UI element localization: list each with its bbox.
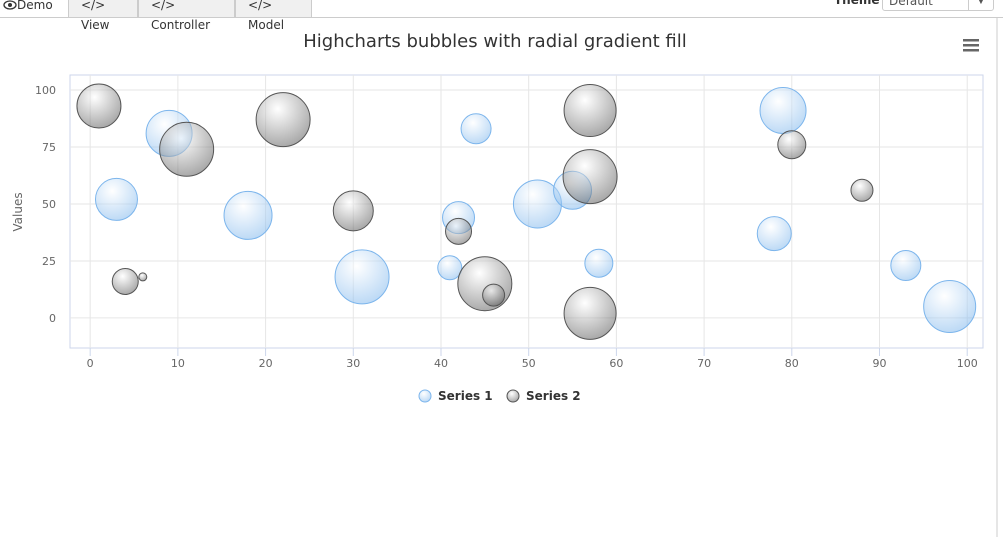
y-tick-label: 75: [42, 141, 56, 154]
legend-symbol: [418, 389, 432, 403]
tab-controller[interactable]: </> Controller: [138, 0, 235, 32]
x-tick-label: 30: [346, 357, 360, 370]
bubble: [332, 190, 374, 232]
tab-view[interactable]: </> View: [68, 0, 138, 32]
x-tick-label: 90: [873, 357, 887, 370]
menu-bar: [963, 49, 979, 52]
bubble: [563, 84, 617, 138]
tab-label: </> Model: [248, 0, 285, 32]
x-tick-label: 80: [785, 357, 799, 370]
bubble: [255, 92, 311, 148]
x-tick-label: 40: [434, 357, 448, 370]
legend-label: Series 1: [438, 389, 493, 403]
y-axis-title: Values: [11, 192, 25, 231]
tab-label: </> Controller: [151, 0, 211, 32]
bubble: [777, 130, 807, 160]
y-tick-label: 25: [42, 255, 56, 268]
tab-demo[interactable]: Demo: [0, 0, 68, 17]
menu-button[interactable]: [963, 39, 979, 52]
bubble: [138, 272, 148, 282]
x-tick-label: 0: [87, 357, 94, 370]
tab-label: </> View: [81, 0, 110, 32]
x-tick-label: 70: [697, 357, 711, 370]
bubble: [563, 286, 617, 340]
bubble: [76, 83, 122, 129]
tab-bar-border: [0, 17, 1003, 18]
bubble: [111, 267, 139, 295]
bubble: [850, 178, 874, 202]
chart: Highcharts bubbles with radial gradient …: [11, 18, 998, 537]
y-tick-label: 0: [49, 312, 56, 325]
select-arrow: ▼: [968, 0, 993, 10]
legend-label: Series 2: [526, 389, 581, 403]
x-tick-label: 20: [259, 357, 273, 370]
bubble: [445, 217, 473, 245]
menu-bar: [963, 44, 979, 47]
bubble: [562, 149, 618, 205]
x-tick-label: 60: [609, 357, 623, 370]
chart-title: Highcharts bubbles with radial gradient …: [303, 31, 687, 52]
bubble: [923, 280, 977, 334]
bubble: [482, 283, 506, 307]
bubble: [756, 216, 792, 252]
bubble: [457, 256, 513, 312]
plot-border: [69, 74, 984, 349]
tab-model[interactable]: </> Model: [235, 0, 312, 32]
legend-symbol: [506, 389, 520, 403]
bubble: [890, 250, 922, 282]
bubble: [223, 190, 273, 240]
bubble: [437, 255, 463, 281]
bubble: [94, 177, 138, 221]
menu-bar: [963, 39, 979, 42]
theme-label: Theme: [834, 0, 880, 7]
bubble: [584, 248, 614, 278]
x-tick-label: 50: [522, 357, 536, 370]
y-tick-label: 50: [42, 198, 56, 211]
x-tick-label: 10: [171, 357, 185, 370]
y-tick-label: 100: [35, 84, 56, 97]
tab-label: Demo: [17, 0, 53, 12]
x-tick-label: 100: [957, 357, 978, 370]
theme-select[interactable]: Default ▼: [882, 0, 994, 11]
bubble: [334, 249, 390, 305]
bubble: [759, 87, 807, 135]
theme-value: Default: [889, 0, 933, 8]
eye-icon: [3, 0, 17, 10]
bubble: [460, 113, 492, 145]
bubble: [159, 121, 215, 177]
